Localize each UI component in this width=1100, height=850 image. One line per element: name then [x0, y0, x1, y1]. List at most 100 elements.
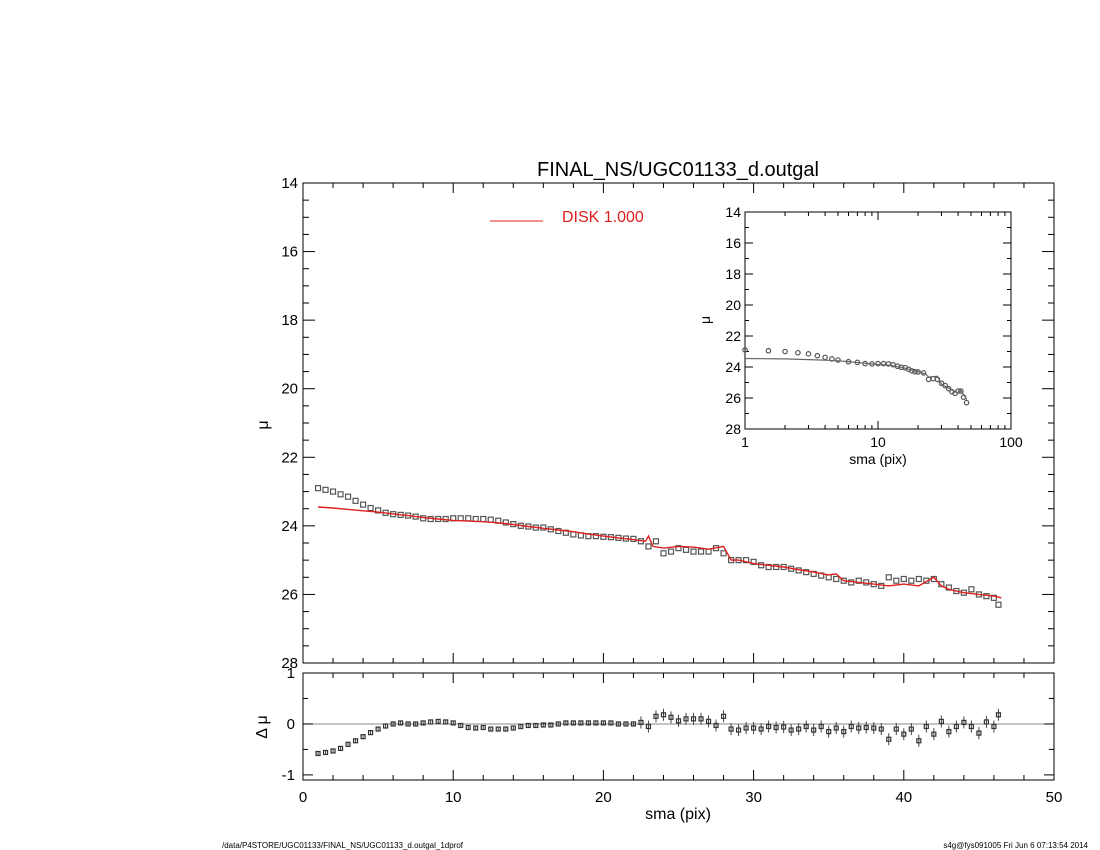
residual-data-point	[871, 725, 877, 731]
main-data-point	[359, 501, 367, 508]
inset-y-tick-label: 22	[725, 328, 741, 344]
residual-data-point	[841, 728, 847, 735]
legend: DISK 1.000	[490, 209, 644, 226]
main-data-point	[667, 548, 675, 555]
residual-data-point	[908, 726, 914, 732]
residual-data-point	[337, 745, 344, 752]
residual-data-point	[503, 726, 509, 732]
residual-data-point	[743, 725, 749, 731]
x-tick-label: 40	[895, 789, 912, 806]
footer-timestamp: s4g@fys091005 Fri Jun 6 07:13:54 2014	[943, 841, 1088, 850]
inset-data-point	[795, 349, 801, 356]
residual-data-point	[811, 727, 817, 733]
legend-label: DISK 1.000	[562, 209, 644, 226]
main-data-point	[675, 545, 682, 552]
main-data-point	[682, 546, 690, 553]
residual-y-tick-labels: 1 0 -1	[282, 665, 295, 784]
residual-data-point	[600, 720, 607, 726]
residual-data-point	[525, 722, 531, 729]
residual-x-tick-labels: 0 10 20 30 40 50	[299, 789, 1063, 806]
residual-data-point	[818, 723, 824, 730]
residual-data-point	[413, 721, 419, 727]
residual-data-point	[375, 726, 381, 732]
residual-data-point	[833, 725, 839, 731]
main-model-curve	[317, 506, 1002, 599]
residual-data-point	[788, 727, 794, 733]
residual-data-point	[991, 723, 997, 730]
residual-data-point	[623, 721, 629, 727]
inset-y-axis-label: μ	[697, 316, 713, 324]
inset-x-axis-label: sma (pix)	[849, 451, 907, 467]
main-data-point	[803, 569, 810, 576]
inset-y-tick-label: 18	[725, 266, 741, 282]
residual-data-point	[420, 720, 426, 726]
residual-data-point	[330, 748, 336, 754]
inset-x-tick-label: 100	[999, 434, 1023, 450]
inset-model-line	[744, 357, 968, 400]
inset-y-tick-label: 14	[725, 204, 741, 220]
residual-data-point	[983, 719, 990, 725]
residual-data-point	[495, 726, 501, 732]
residual-data-point	[728, 726, 734, 732]
residual-plot-frame	[302, 672, 1055, 781]
residual-data-point	[345, 741, 351, 747]
residual-data-point	[563, 720, 569, 726]
main-data-point	[652, 538, 660, 545]
residual-data-point	[766, 723, 772, 730]
main-y-tick-label: 16	[281, 244, 298, 261]
inset-data-point	[742, 347, 748, 353]
residual-data-point	[923, 723, 929, 730]
residual-data-point	[683, 716, 689, 722]
residual-data-point	[698, 716, 704, 722]
main-data-point	[750, 558, 757, 565]
chart-title: FINAL_NS/UGC01133_d.outgal	[537, 159, 819, 181]
residual-data-point	[458, 722, 464, 729]
main-data-point	[375, 507, 382, 514]
main-data-point	[915, 575, 922, 583]
residual-data-point	[713, 722, 719, 729]
residual-data-point	[653, 713, 659, 719]
main-data-point	[480, 515, 487, 523]
main-data-point	[352, 497, 359, 504]
residual-data-point	[510, 725, 516, 731]
main-data-point	[765, 563, 772, 571]
res-y-tick-label: -1	[282, 767, 295, 784]
residual-data-point	[585, 720, 591, 726]
residual-data-point	[473, 725, 479, 731]
main-data-point	[810, 570, 817, 577]
residual-data-point	[848, 723, 854, 730]
x-axis-label: sma (pix)	[645, 806, 711, 823]
inset-model-curve	[744, 357, 968, 400]
inset-data-point	[765, 347, 772, 354]
residual-data-point	[886, 736, 892, 742]
residual-data-point	[953, 723, 959, 730]
residual-data-point	[480, 724, 486, 731]
x-tick-label: 20	[595, 789, 612, 806]
residual-data-point	[931, 731, 937, 737]
residual-data-point	[773, 724, 779, 731]
main-y-tick-labels: 14 16 18 20 22 24 26 28	[281, 175, 298, 672]
x-tick-label: 10	[445, 789, 462, 806]
residual-data-point	[826, 728, 832, 735]
x-tick-label: 50	[1046, 789, 1063, 806]
inset-data-point	[805, 351, 812, 357]
main-data-point	[742, 557, 750, 564]
main-data-point	[502, 519, 509, 526]
inset-x-tick-labels: 1 10 100	[741, 434, 1023, 450]
main-ticks	[302, 182, 1055, 664]
inset-data-point	[963, 399, 970, 406]
residual-data-points	[315, 708, 1002, 757]
inset-data-point	[822, 354, 828, 361]
residual-data-point	[781, 724, 787, 730]
residual-data-point	[735, 727, 742, 733]
main-data-point	[337, 491, 344, 498]
inset-data-point	[880, 360, 887, 367]
residual-data-point	[863, 724, 869, 731]
main-data-point	[893, 577, 900, 584]
inset-data-point	[958, 388, 964, 394]
residual-data-point	[428, 719, 434, 725]
residual-data-point	[322, 749, 329, 756]
residual-data-point	[465, 724, 471, 731]
main-y-tick-label: 28	[281, 655, 298, 672]
residual-data-point	[803, 723, 809, 730]
